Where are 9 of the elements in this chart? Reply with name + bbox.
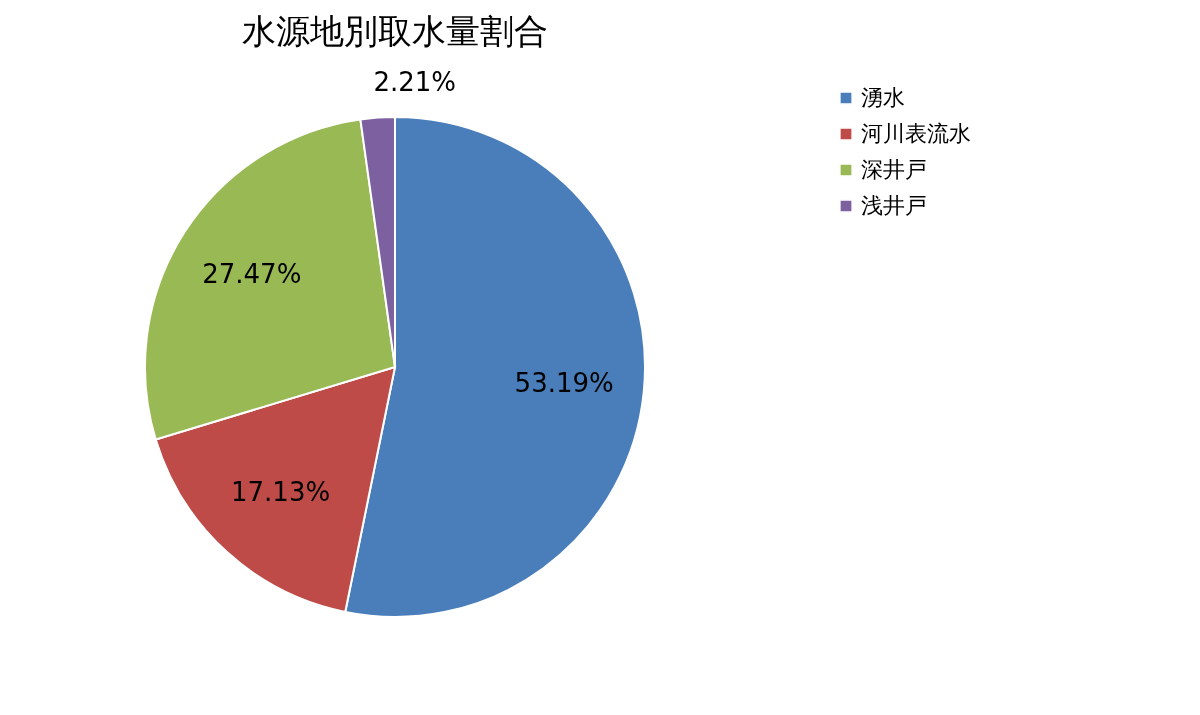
data-label: 17.13% — [230, 476, 331, 507]
data-label: 53.19% — [514, 368, 614, 399]
legend-label: 浅井戸 — [861, 193, 927, 218]
data-label: 2.21% — [373, 66, 457, 97]
chart-title: 水源地別取水量割合 — [242, 10, 548, 51]
legend-label: 河川表流水 — [861, 121, 971, 146]
legend-label: 湧水 — [861, 85, 905, 110]
data-label: 27.47% — [202, 259, 302, 290]
legend-label: 深井戸 — [861, 157, 927, 182]
